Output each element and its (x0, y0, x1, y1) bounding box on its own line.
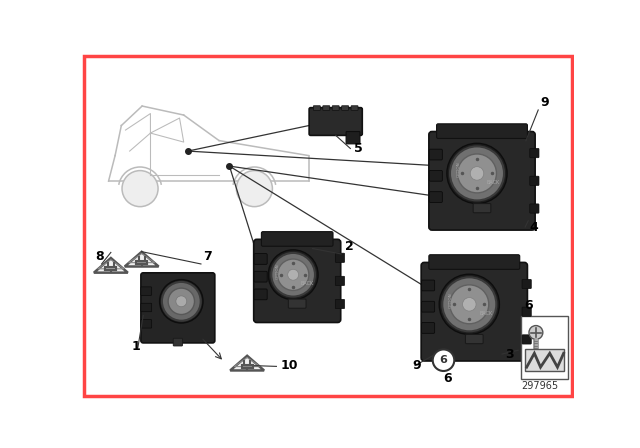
Text: 9: 9 (541, 96, 549, 109)
Circle shape (288, 269, 299, 280)
FancyBboxPatch shape (429, 132, 535, 230)
FancyBboxPatch shape (141, 319, 152, 328)
FancyBboxPatch shape (342, 106, 349, 110)
FancyBboxPatch shape (254, 254, 267, 264)
FancyBboxPatch shape (422, 302, 435, 312)
Text: 5: 5 (354, 142, 363, 155)
FancyBboxPatch shape (173, 338, 182, 346)
Text: BACK: BACK (479, 310, 493, 316)
Text: 4: 4 (530, 221, 538, 234)
Text: 6: 6 (444, 372, 452, 385)
FancyBboxPatch shape (309, 108, 362, 135)
Circle shape (122, 171, 158, 207)
Polygon shape (230, 356, 264, 370)
FancyBboxPatch shape (530, 204, 539, 213)
Circle shape (268, 250, 318, 300)
Circle shape (168, 288, 195, 314)
FancyBboxPatch shape (346, 132, 360, 144)
FancyBboxPatch shape (522, 307, 531, 316)
FancyBboxPatch shape (429, 170, 442, 181)
Text: 10: 10 (280, 359, 298, 372)
FancyBboxPatch shape (335, 276, 344, 285)
Text: OPTION: OPTION (457, 162, 461, 177)
Text: BACK: BACK (301, 280, 314, 285)
Circle shape (447, 143, 507, 203)
FancyBboxPatch shape (335, 299, 344, 309)
Circle shape (439, 274, 499, 334)
Polygon shape (94, 258, 128, 273)
FancyBboxPatch shape (141, 273, 215, 343)
FancyBboxPatch shape (520, 315, 568, 379)
Circle shape (470, 167, 484, 180)
Circle shape (271, 253, 315, 297)
Text: 6: 6 (440, 355, 447, 365)
FancyBboxPatch shape (465, 334, 483, 344)
FancyBboxPatch shape (289, 299, 306, 308)
Text: OPTION: OPTION (276, 264, 280, 279)
Text: 2: 2 (345, 240, 354, 253)
FancyBboxPatch shape (429, 255, 520, 269)
Text: 7: 7 (204, 250, 212, 263)
Text: 8: 8 (95, 250, 104, 263)
FancyBboxPatch shape (422, 280, 435, 291)
Circle shape (176, 296, 187, 307)
Text: OPTION: OPTION (449, 293, 453, 308)
FancyBboxPatch shape (429, 149, 442, 160)
FancyBboxPatch shape (525, 349, 564, 371)
Circle shape (278, 259, 309, 290)
FancyBboxPatch shape (429, 192, 442, 202)
FancyBboxPatch shape (332, 106, 339, 110)
FancyBboxPatch shape (253, 239, 340, 323)
FancyBboxPatch shape (335, 253, 344, 263)
Text: 6: 6 (524, 299, 533, 312)
Circle shape (458, 154, 497, 193)
FancyBboxPatch shape (141, 303, 152, 312)
FancyBboxPatch shape (254, 289, 267, 300)
Circle shape (463, 297, 476, 311)
FancyBboxPatch shape (314, 106, 320, 110)
FancyBboxPatch shape (422, 323, 435, 333)
Text: 297965: 297965 (521, 381, 558, 392)
Circle shape (236, 171, 273, 207)
FancyBboxPatch shape (436, 124, 527, 138)
FancyBboxPatch shape (522, 280, 531, 289)
Text: BACK: BACK (487, 180, 500, 185)
Circle shape (450, 285, 489, 324)
FancyBboxPatch shape (522, 335, 531, 344)
Text: 9: 9 (413, 359, 421, 372)
Circle shape (442, 277, 497, 332)
Polygon shape (125, 252, 159, 267)
Circle shape (159, 280, 203, 323)
Text: 3: 3 (505, 348, 514, 361)
FancyBboxPatch shape (421, 263, 527, 361)
Text: 1: 1 (132, 340, 140, 353)
FancyBboxPatch shape (254, 271, 267, 282)
Circle shape (529, 326, 543, 340)
Circle shape (433, 349, 454, 371)
FancyBboxPatch shape (351, 106, 358, 110)
Circle shape (450, 146, 504, 200)
FancyBboxPatch shape (473, 203, 491, 213)
FancyBboxPatch shape (530, 148, 539, 158)
FancyBboxPatch shape (261, 232, 333, 246)
FancyBboxPatch shape (530, 176, 539, 185)
FancyBboxPatch shape (141, 287, 152, 295)
Circle shape (162, 282, 201, 321)
FancyBboxPatch shape (323, 106, 330, 110)
